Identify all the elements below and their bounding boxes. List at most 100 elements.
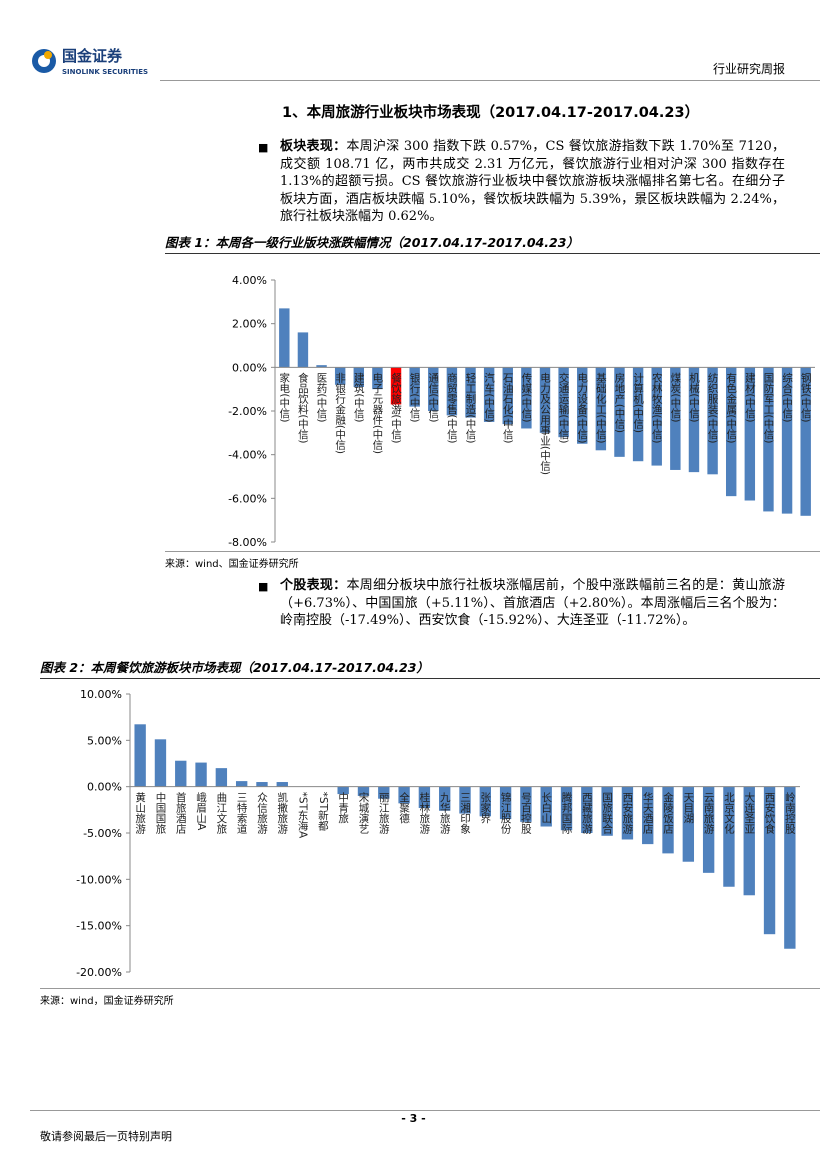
x-tick-label: 西安旅游 xyxy=(621,792,633,835)
bar xyxy=(642,786,654,845)
bar xyxy=(688,367,700,473)
bar xyxy=(539,367,551,433)
bar xyxy=(651,367,662,466)
bar xyxy=(502,367,513,425)
bar xyxy=(134,724,146,787)
y-tick-label: -10.00% xyxy=(76,873,122,886)
x-tick-label: 金陵饭店 xyxy=(662,791,674,834)
x-tick-label: 建筑(中信) xyxy=(353,372,365,423)
logo: 国金证券 SINOLINK SECURITIES xyxy=(32,47,148,76)
x-tick-label: 农林牧渔(中信) xyxy=(651,372,663,444)
x-tick-label: 锦江股份 xyxy=(500,791,512,834)
y-tick-label: 10.00% xyxy=(80,688,122,701)
x-tick-label: 轻工制造(中信) xyxy=(465,372,477,444)
x-tick-label: 天目湖 xyxy=(682,792,694,824)
x-tick-label: 有色金属(中信) xyxy=(725,372,737,444)
x-tick-label: 丽江旅游 xyxy=(378,792,390,835)
x-tick-label: 餐饮旅游(中信) xyxy=(390,372,402,444)
bullet: ■ xyxy=(258,141,269,154)
x-tick-label: 电子元器件(中信) xyxy=(371,372,383,454)
bar xyxy=(409,367,420,407)
figure-title: 图表 2：本周餐饮旅游板块市场表现（2017.04.17-2017.04.23） xyxy=(40,657,820,679)
x-tick-label: 中青旅 xyxy=(337,791,349,824)
disclaimer: 敬请参阅最后一页特别声明 xyxy=(40,1130,172,1143)
x-tick-label: 计算机(中信) xyxy=(632,372,644,433)
section-title: 1、本周旅游行业板块市场表现（2017.04.17-2017.04.23） xyxy=(282,105,700,121)
x-tick-label: 曲江文旅 xyxy=(215,792,227,835)
bar xyxy=(483,367,495,422)
x-tick-label: 电力及公用事业(中信) xyxy=(539,372,551,475)
x-tick-label: 商贸零售(中信) xyxy=(446,372,458,444)
bar xyxy=(279,308,290,368)
x-tick-label: 机械(中信) xyxy=(688,372,700,423)
text: 本周细分板块中旅行社板块涨幅居前，个股中涨跌幅前三名的是：黄山旅游（+6.73%… xyxy=(280,578,785,628)
bar xyxy=(707,367,718,475)
y-tick-label: 0.00% xyxy=(87,781,122,794)
bar xyxy=(520,786,532,822)
bar xyxy=(521,367,532,429)
bar xyxy=(632,367,644,462)
x-tick-label: 三特索道 xyxy=(236,792,248,834)
x-tick-label: 电力设备(中信) xyxy=(576,372,588,444)
y-tick-label: -15.00% xyxy=(76,920,122,933)
x-tick-label: 食品饮料(中信) xyxy=(297,372,309,444)
x-tick-label: 国防军工(中信) xyxy=(762,372,774,443)
x-tick-label: 建材(中信) xyxy=(744,372,756,423)
x-tick-label: 张家界 xyxy=(479,792,491,824)
x-tick-label: 非银行金融(中信) xyxy=(334,372,346,454)
header-rule xyxy=(160,80,820,81)
y-tick-label: -20.00% xyxy=(76,966,122,979)
bar xyxy=(558,367,569,438)
bar xyxy=(276,782,288,787)
bar xyxy=(744,367,756,501)
x-tick-label: 医药(中信) xyxy=(316,372,328,422)
figure-title: 图表 1：本周各一级行业版块涨跌幅情况（2017.04.17-2017.04.2… xyxy=(165,232,820,254)
bar xyxy=(581,786,593,833)
report-type: 行业研究周报 xyxy=(712,62,785,76)
y-tick-label: -5.00% xyxy=(83,827,122,840)
x-tick-label: 黄山旅游 xyxy=(134,791,146,834)
x-tick-label: 交通运输(中信) xyxy=(558,372,570,444)
bar xyxy=(439,786,451,811)
x-tick-label: 纺织服装(中信) xyxy=(707,372,719,444)
y-tick-label: -8.00% xyxy=(228,536,267,549)
x-tick-label: 煤炭(中信) xyxy=(669,372,681,423)
chart: 10.00% 5.00% 0.00% -5.00% -10.00% -15.00% -20.… xyxy=(76,688,800,979)
x-tick-label: 凯撒旅游 xyxy=(276,791,288,834)
bar xyxy=(175,760,187,787)
bar xyxy=(763,786,776,935)
x-tick-label: 号百控股 xyxy=(520,792,532,835)
lead: 板块表现： xyxy=(280,139,347,154)
x-tick-label: 北京文化 xyxy=(723,792,735,835)
bar xyxy=(763,367,774,512)
bar xyxy=(800,367,811,516)
paragraph: 个股表现：本周细分板块中旅行社板块涨幅居前，个股中涨跌幅前三名的是：黄山旅游（+… xyxy=(280,577,785,630)
x-tick-label: 西安饮食 xyxy=(764,792,776,835)
bar xyxy=(446,367,458,416)
bar xyxy=(601,786,613,836)
y-tick-label: 2.00% xyxy=(232,318,267,331)
lead: 个股表现： xyxy=(280,578,347,593)
x-tick-label: 传媒(中信) xyxy=(520,372,532,422)
bar xyxy=(378,786,390,799)
x-tick-label: 云南旅游 xyxy=(703,792,715,835)
bar xyxy=(459,786,471,814)
paragraph: 板块表现：本周沪深 300 指数下跌 0.57%，CS 餐饮旅游指数下跌 1.7… xyxy=(280,138,785,226)
bar xyxy=(297,332,309,368)
bar xyxy=(316,365,327,368)
bar xyxy=(499,786,512,820)
x-tick-label: 岭南控股 xyxy=(784,791,796,834)
y-tick-label: -6.00% xyxy=(228,492,267,505)
x-tick-label: 综合(中信) xyxy=(781,372,793,423)
rule xyxy=(40,988,820,989)
source: 来源：wind，国金证券研究所 xyxy=(40,996,174,1007)
bar xyxy=(334,367,346,385)
bar xyxy=(723,786,735,887)
bar xyxy=(614,367,625,457)
bar xyxy=(540,786,552,827)
x-tick-label: 房地产(中信) xyxy=(613,372,625,433)
y-tick-label: 5.00% xyxy=(87,734,122,747)
x-tick-label: 西藏旅游 xyxy=(581,792,593,835)
bar xyxy=(479,786,491,817)
